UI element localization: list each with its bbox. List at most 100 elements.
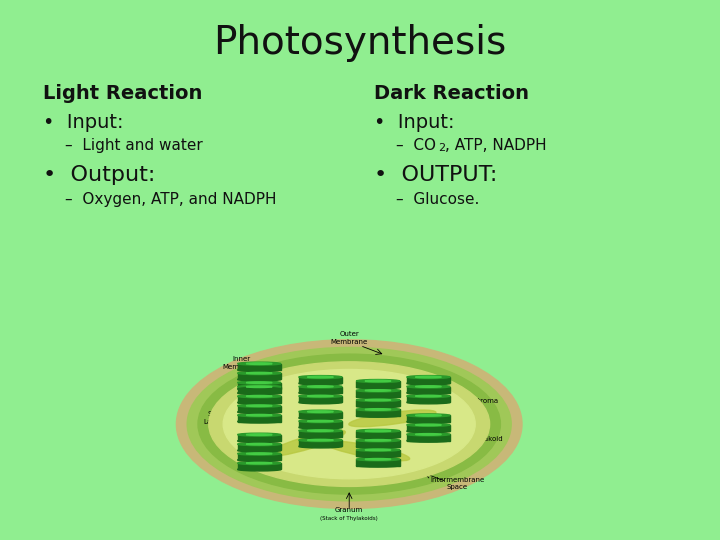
Ellipse shape: [307, 376, 333, 378]
Ellipse shape: [365, 458, 391, 460]
Bar: [356, 431, 400, 437]
Ellipse shape: [238, 458, 281, 462]
Ellipse shape: [415, 434, 441, 435]
Ellipse shape: [299, 376, 342, 379]
Text: Intermembrane: Intermembrane: [430, 477, 485, 483]
Ellipse shape: [407, 382, 450, 385]
Ellipse shape: [407, 385, 450, 388]
Ellipse shape: [356, 436, 400, 438]
Bar: [238, 463, 281, 469]
Ellipse shape: [299, 420, 342, 423]
Bar: [299, 396, 342, 402]
Ellipse shape: [246, 462, 272, 464]
Bar: [356, 450, 400, 456]
Ellipse shape: [246, 405, 272, 407]
Bar: [238, 435, 281, 441]
Bar: [238, 444, 281, 450]
Ellipse shape: [356, 389, 400, 392]
Ellipse shape: [365, 399, 391, 401]
Ellipse shape: [356, 414, 400, 417]
Ellipse shape: [356, 445, 400, 448]
Ellipse shape: [365, 430, 391, 431]
Text: –  Glucose.: – Glucose.: [396, 192, 480, 207]
Ellipse shape: [407, 430, 450, 433]
Bar: [238, 454, 281, 460]
Text: •  Input:: • Input:: [43, 113, 124, 132]
Ellipse shape: [307, 411, 333, 413]
Ellipse shape: [246, 382, 272, 383]
Bar: [407, 415, 450, 422]
Text: Granum: Granum: [335, 507, 364, 514]
Bar: [356, 381, 400, 387]
Ellipse shape: [238, 401, 281, 404]
Ellipse shape: [356, 455, 400, 457]
Ellipse shape: [299, 445, 342, 448]
Ellipse shape: [356, 395, 400, 399]
Bar: [238, 363, 281, 370]
Ellipse shape: [223, 369, 475, 479]
Ellipse shape: [356, 464, 400, 467]
Ellipse shape: [407, 401, 450, 404]
Ellipse shape: [238, 440, 281, 442]
Text: –  CO: – CO: [396, 138, 436, 153]
Ellipse shape: [209, 362, 490, 487]
Ellipse shape: [187, 347, 511, 501]
Ellipse shape: [356, 380, 400, 382]
Text: •  Input:: • Input:: [374, 113, 455, 132]
Ellipse shape: [238, 372, 281, 375]
Text: Space: Space: [446, 484, 468, 490]
Bar: [238, 406, 281, 412]
Ellipse shape: [238, 468, 281, 471]
Ellipse shape: [198, 354, 500, 494]
Bar: [356, 440, 400, 447]
Text: Lamellae: Lamellae: [204, 419, 235, 425]
Ellipse shape: [246, 434, 272, 435]
Ellipse shape: [299, 426, 342, 429]
Ellipse shape: [407, 392, 450, 394]
Ellipse shape: [407, 423, 450, 427]
Bar: [356, 400, 400, 406]
Bar: [407, 434, 450, 441]
Ellipse shape: [246, 414, 272, 416]
Ellipse shape: [238, 449, 281, 452]
Text: Outer: Outer: [339, 331, 359, 337]
Text: Stroma: Stroma: [207, 411, 232, 417]
Ellipse shape: [407, 420, 450, 423]
Ellipse shape: [238, 368, 281, 372]
Ellipse shape: [299, 416, 342, 420]
Text: Light Reaction: Light Reaction: [43, 84, 202, 103]
Ellipse shape: [299, 392, 342, 394]
Ellipse shape: [356, 429, 400, 433]
Text: Membrane: Membrane: [330, 339, 368, 345]
Ellipse shape: [246, 395, 272, 397]
Ellipse shape: [238, 452, 281, 455]
Ellipse shape: [238, 385, 281, 388]
Ellipse shape: [349, 410, 436, 427]
Ellipse shape: [246, 363, 272, 364]
Text: Stroma: Stroma: [474, 398, 498, 404]
Ellipse shape: [356, 439, 400, 442]
Bar: [407, 377, 450, 383]
Ellipse shape: [299, 395, 342, 397]
Bar: [407, 425, 450, 431]
Ellipse shape: [238, 462, 281, 464]
Ellipse shape: [356, 405, 400, 408]
Bar: [356, 460, 400, 465]
Ellipse shape: [246, 373, 272, 374]
Ellipse shape: [407, 395, 450, 397]
Bar: [407, 387, 450, 393]
Ellipse shape: [299, 438, 342, 442]
Ellipse shape: [307, 420, 333, 422]
Ellipse shape: [299, 385, 342, 388]
Ellipse shape: [299, 429, 342, 432]
Ellipse shape: [246, 386, 272, 388]
Ellipse shape: [356, 458, 400, 461]
Text: •  OUTPUT:: • OUTPUT:: [374, 165, 498, 185]
Ellipse shape: [325, 441, 410, 461]
Ellipse shape: [365, 440, 391, 441]
Ellipse shape: [299, 410, 342, 413]
Text: Photosynthesis: Photosynthesis: [213, 24, 507, 62]
Bar: [356, 409, 400, 416]
Bar: [299, 421, 342, 428]
Ellipse shape: [266, 430, 346, 456]
